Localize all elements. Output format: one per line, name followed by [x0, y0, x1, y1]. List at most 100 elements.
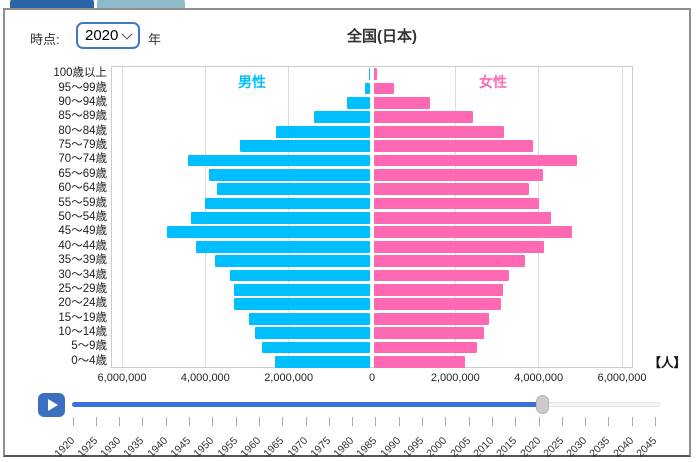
plot-area: 男性 女性: [111, 66, 633, 368]
female-bar: [374, 312, 489, 325]
tab-inactive[interactable]: [97, 0, 185, 8]
timeline-tick: [212, 417, 214, 426]
play-button[interactable]: [38, 393, 65, 417]
timeline-tick: [398, 417, 400, 426]
male-bar: [255, 327, 370, 339]
male-bar: [365, 82, 370, 95]
female-bar: [374, 68, 377, 81]
male-bar: [167, 226, 370, 239]
female-bar: [374, 97, 431, 109]
timeline-tick: [538, 417, 540, 426]
time-point-label: 時点:: [30, 32, 60, 47]
timeline-tick: [72, 417, 74, 426]
male-bar: [196, 240, 370, 253]
male-bar: [215, 255, 370, 268]
x-axis-tick-label: 6,000,000: [597, 372, 647, 384]
age-group-label: 50〜54歳: [58, 211, 107, 223]
age-group-label: 25〜29歳: [58, 282, 107, 295]
female-bar: [374, 111, 473, 124]
female-bar: [374, 240, 545, 253]
timeline-tick: [585, 417, 587, 426]
age-group-label: 45〜49歳: [58, 225, 107, 238]
timeline-tick: [445, 417, 447, 426]
timeline-tick: [515, 417, 517, 426]
male-bar: [249, 312, 370, 325]
female-bar: [374, 355, 465, 368]
timeline-tick: [165, 417, 167, 426]
tab-active[interactable]: [10, 0, 94, 8]
age-group-label: 35〜39歳: [58, 254, 107, 267]
timeline-tick: [305, 417, 307, 426]
age-group-label: 20〜24歳: [58, 297, 107, 310]
chevron-down-icon: [121, 27, 133, 40]
timeline-tick: [142, 417, 144, 426]
male-bar: [205, 197, 370, 210]
timeline-tick: [258, 417, 260, 426]
male-bar: [313, 111, 370, 124]
age-group-label: 95〜99歳: [58, 81, 107, 94]
age-group-label: 90〜94歳: [58, 95, 107, 108]
female-bar: [374, 226, 573, 239]
age-group-label: 75〜79歳: [58, 139, 107, 152]
age-group-label: 5〜9歳: [71, 340, 107, 353]
male-legend-label: 男性: [238, 74, 266, 90]
slider-fill: [72, 402, 543, 407]
male-bar: [368, 68, 370, 81]
age-group-label: 55〜59歳: [58, 196, 107, 209]
timeline-tick: [491, 417, 493, 426]
timeline-tick: [608, 417, 610, 426]
chart-title: 全国(日本): [347, 28, 417, 45]
timeline-tick: [95, 417, 97, 426]
male-bar: [262, 341, 370, 354]
female-bar: [374, 298, 502, 311]
timeline-tick: [119, 417, 121, 426]
x-axis-tick-label: 4,000,000: [180, 372, 230, 384]
female-bar: [374, 284, 503, 296]
slider-thumb[interactable]: [535, 395, 549, 414]
year-suffix-label: 年: [148, 32, 162, 47]
gridline: [121, 67, 123, 367]
year-select-value: 2020: [85, 27, 119, 44]
female-bar: [374, 183, 529, 196]
age-group-label: 15〜19歳: [58, 311, 107, 324]
female-bar: [374, 255, 525, 268]
male-bar: [274, 355, 370, 368]
unit-label: 【人】: [648, 356, 686, 370]
age-group-label: 65〜69歳: [58, 167, 107, 180]
female-bar: [374, 82, 394, 95]
timeline-tick: [655, 417, 656, 426]
age-group-label: 60〜64歳: [58, 182, 107, 195]
x-axis-tick-label: 2,000,000: [430, 372, 480, 384]
age-group-label: 30〜34歳: [58, 268, 107, 281]
female-bar: [374, 341, 477, 354]
age-group-label: 85〜89歳: [58, 110, 107, 123]
male-bar: [275, 125, 370, 138]
timeline-tick: [352, 417, 354, 426]
timeline-slider-track[interactable]: [72, 402, 660, 407]
age-group-label: 70〜74歳: [58, 153, 107, 166]
timeline-tick: [282, 417, 284, 426]
age-group-label: 80〜84歳: [58, 124, 107, 137]
female-bar: [374, 168, 544, 181]
male-bar: [209, 168, 370, 181]
female-bar: [374, 212, 551, 224]
year-select[interactable]: 2020: [76, 22, 140, 49]
timeline-tick: [631, 417, 633, 426]
male-bar: [187, 154, 370, 167]
timeline-tick: [328, 417, 330, 426]
male-bar: [217, 183, 370, 196]
male-bar: [239, 140, 370, 152]
female-bar: [374, 269, 510, 282]
age-group-label: 0〜4歳: [71, 354, 107, 367]
x-axis-tick-label: 6,000,000: [97, 372, 147, 384]
timeline-tick: [561, 417, 563, 426]
x-axis-tick-label: 4,000,000: [514, 372, 564, 384]
age-group-label: 100歳以上: [53, 67, 107, 80]
male-bar: [229, 269, 370, 282]
female-legend-label: 女性: [479, 74, 507, 90]
female-bar: [374, 197, 539, 210]
male-bar: [233, 298, 370, 311]
gridline: [621, 67, 623, 367]
male-bar: [191, 212, 370, 224]
